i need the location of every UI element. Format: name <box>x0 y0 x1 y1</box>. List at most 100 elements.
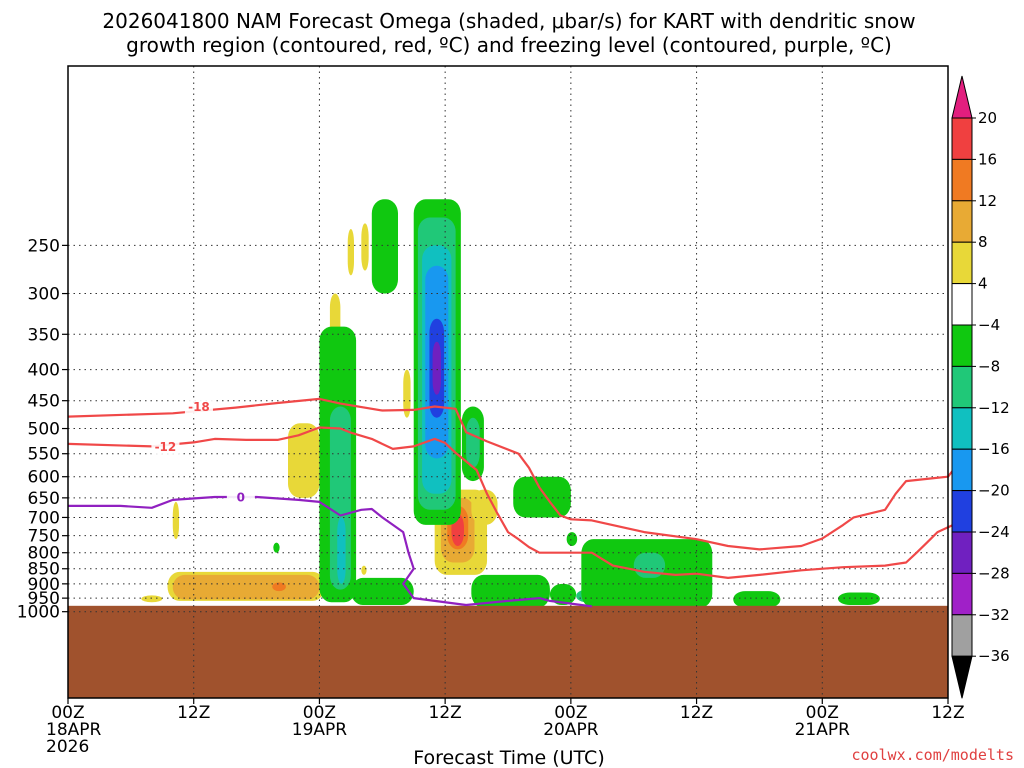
y-tick-label: 800 <box>28 544 60 564</box>
contour-label-bg <box>184 398 213 415</box>
omega-region-36 <box>566 532 578 547</box>
omega-region-37 <box>733 591 781 608</box>
contour-line--18 <box>67 397 955 551</box>
y-tick-label: 1000 <box>17 603 60 623</box>
y-tick-label: 950 <box>28 589 60 609</box>
colorbar-swatch <box>951 241 973 285</box>
omega-region-3 <box>272 582 286 592</box>
colorbar-swatch <box>951 490 973 533</box>
omega-region-7 <box>347 229 354 276</box>
x-tick-label: 00Z <box>51 703 84 723</box>
x-axis-label: Forecast Time (UTC) <box>413 747 604 768</box>
x-tick-label: 12Z <box>931 703 964 723</box>
omega-region-31 <box>513 476 571 518</box>
contours: -18 -12 0 <box>67 397 955 608</box>
y-tick-label: 600 <box>28 468 60 488</box>
omega-region-20 <box>371 199 398 294</box>
colorbar-label: 16 <box>978 150 997 168</box>
y-tick-label: 350 <box>28 325 60 345</box>
colorbar-top-arrow <box>951 75 973 119</box>
y-tick-label: 700 <box>28 508 60 528</box>
y-tick-label: 400 <box>28 361 60 381</box>
colorbar-label: 8 <box>978 233 988 251</box>
colorbar-label: 4 <box>978 275 988 293</box>
colorbar-swatch <box>951 448 973 492</box>
colorbar-label: −32 <box>978 606 1010 624</box>
y-tick-label: 650 <box>28 489 60 509</box>
omega-region-0 <box>141 595 163 603</box>
contour-label: -12 <box>155 440 177 454</box>
omega-region-29 <box>466 417 480 468</box>
x-tick-label: 12Z <box>680 703 713 723</box>
y-tick-label: 500 <box>28 420 60 440</box>
omega-region-19 <box>337 517 346 584</box>
colorbar-bottom-arrow <box>951 655 973 699</box>
chart-title-line2: growth region (contoured, red, ºC) and f… <box>126 33 892 57</box>
colorbar-label: −8 <box>978 357 1000 375</box>
plot-area <box>68 199 948 698</box>
x-tick-label: 19APR <box>292 720 348 740</box>
colorbar-label: 20 <box>978 109 997 127</box>
omega-region-8 <box>361 223 369 271</box>
y-tick-label: 250 <box>28 236 60 256</box>
colorbar-swatch <box>951 158 973 202</box>
colorbar-swatch <box>951 117 973 160</box>
colorbar-swatch <box>951 365 973 409</box>
chart-title-line1: 2026041800 NAM Forecast Omega (shaded, μ… <box>102 9 915 33</box>
colorbar-label: −12 <box>978 399 1010 417</box>
omega-region-2 <box>172 574 320 600</box>
colorbar-label: −4 <box>978 316 1000 334</box>
colorbar-swatch <box>951 572 973 616</box>
contour-label-bg <box>151 438 180 455</box>
colorbar-swatch <box>951 283 973 326</box>
x-tick-label: 00Z <box>303 703 336 723</box>
contour-label: 0 <box>237 491 245 505</box>
y-tick-label: 300 <box>28 285 60 305</box>
colorbar-label: −36 <box>978 647 1010 665</box>
omega-region-5 <box>288 423 320 498</box>
omega-region-4 <box>172 501 180 540</box>
y-tick-label: 900 <box>28 575 60 595</box>
omega-region-10 <box>361 565 367 575</box>
y-axis: 2503003504004505005506006507007508008509… <box>17 236 68 623</box>
colorbar-swatch <box>951 407 973 450</box>
y-tick-label: 450 <box>28 392 60 412</box>
omega-region-15 <box>471 489 498 525</box>
y-tick-label: 550 <box>28 445 60 465</box>
x-tick-label: 00Z <box>806 703 839 723</box>
colorbar-label: −20 <box>978 482 1010 500</box>
x-tick-label: 2026 <box>46 737 89 757</box>
colorbar: 20 16 12 8 4 −4 −8 −12 −16 −20 −24 −28 −32 −36 <box>951 75 1010 699</box>
x-tick-label: 20APR <box>543 720 599 740</box>
omega-region-38 <box>838 592 880 606</box>
colorbar-label: 12 <box>978 192 997 210</box>
x-tick-label: 12Z <box>429 703 462 723</box>
colorbar-label: −28 <box>978 564 1010 582</box>
contour-label-bg <box>226 489 255 506</box>
y-tick-label: 850 <box>28 560 60 580</box>
omega-region-27 <box>432 341 441 395</box>
omega-region-32 <box>549 583 577 606</box>
colorbar-swatch <box>951 531 973 574</box>
colorbar-swatch <box>951 614 973 657</box>
colorbar-swatch <box>951 200 973 243</box>
omega-region-9 <box>403 369 411 418</box>
plot-frame <box>67 65 949 699</box>
contour-line-0 <box>68 495 592 608</box>
omega-region-16 <box>273 542 280 553</box>
credit-link[interactable]: coolwx.com/modelts <box>851 746 1014 764</box>
grid <box>68 66 948 698</box>
x-tick-label: 21APR <box>795 720 851 740</box>
x-tick-label: 12Z <box>177 703 210 723</box>
colorbar-label: −16 <box>978 440 1010 458</box>
y-tick-label: 750 <box>28 527 60 547</box>
x-tick-label: 18APR <box>46 720 102 740</box>
colorbar-label: −24 <box>978 523 1010 541</box>
terrain-band <box>68 605 948 698</box>
x-tick-label: 00Z <box>554 703 587 723</box>
colorbar-swatch <box>951 324 973 367</box>
contour-line--12 <box>67 426 954 579</box>
contour-label: -18 <box>188 400 210 414</box>
